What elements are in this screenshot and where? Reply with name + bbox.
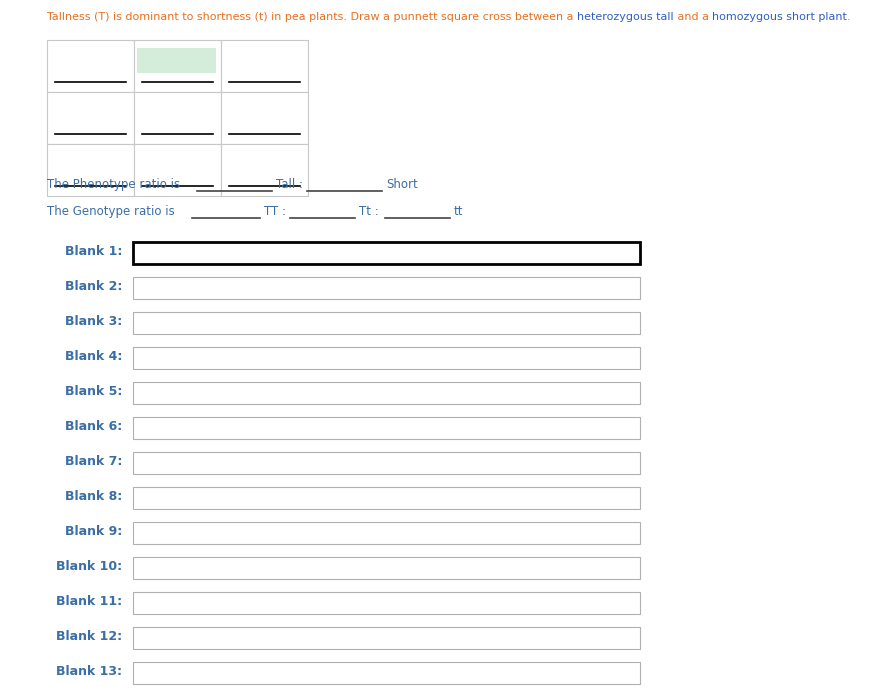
Text: .: . — [847, 12, 851, 22]
Text: heterozygous tall: heterozygous tall — [577, 12, 674, 22]
Text: Blank 7:: Blank 7: — [65, 455, 122, 468]
Bar — [133, 382, 640, 404]
Bar — [221, 144, 308, 196]
Bar — [133, 347, 640, 369]
Text: Blank 11:: Blank 11: — [56, 595, 122, 608]
Bar — [133, 557, 640, 579]
Text: Blank 3:: Blank 3: — [65, 315, 122, 328]
Bar — [133, 592, 640, 614]
Bar — [221, 40, 308, 92]
Text: Tall :: Tall : — [276, 178, 303, 191]
Bar — [137, 48, 216, 73]
Bar — [47, 144, 134, 196]
Text: Blank 13:: Blank 13: — [56, 665, 122, 678]
Bar — [133, 627, 640, 649]
Text: Blank 12:: Blank 12: — [56, 630, 122, 643]
Bar — [133, 522, 640, 544]
Text: homozygous short plant: homozygous short plant — [712, 12, 847, 22]
Text: Blank 1:: Blank 1: — [65, 245, 122, 258]
Bar — [133, 277, 640, 299]
Text: Blank 10:: Blank 10: — [56, 560, 122, 573]
Bar — [133, 242, 640, 264]
Bar — [47, 92, 134, 144]
Bar — [133, 487, 640, 509]
Text: Blank 4:: Blank 4: — [65, 350, 122, 363]
Text: Blank 2:: Blank 2: — [65, 280, 122, 293]
Bar — [133, 312, 640, 334]
Text: Tt :: Tt : — [359, 205, 379, 218]
Text: and a: and a — [674, 12, 712, 22]
Bar — [133, 662, 640, 684]
Text: Blank 6:: Blank 6: — [65, 420, 122, 433]
Text: TT :: TT : — [264, 205, 286, 218]
Text: Tallness (T) is dominant to shortness (t) in pea plants. Draw a punnett square c: Tallness (T) is dominant to shortness (t… — [47, 12, 577, 22]
Text: Blank 5:: Blank 5: — [65, 385, 122, 398]
Text: The Genotype ratio is: The Genotype ratio is — [47, 205, 175, 218]
Text: Blank 8:: Blank 8: — [65, 490, 122, 503]
Bar — [133, 452, 640, 474]
Bar — [134, 92, 221, 144]
Bar — [134, 40, 221, 92]
Bar — [134, 144, 221, 196]
Text: Blank 9:: Blank 9: — [65, 525, 122, 538]
Bar — [133, 417, 640, 439]
Bar — [47, 40, 134, 92]
Bar — [221, 92, 308, 144]
Text: tt: tt — [454, 205, 464, 218]
Text: The Phenotype ratio is: The Phenotype ratio is — [47, 178, 180, 191]
Text: Short: Short — [386, 178, 417, 191]
